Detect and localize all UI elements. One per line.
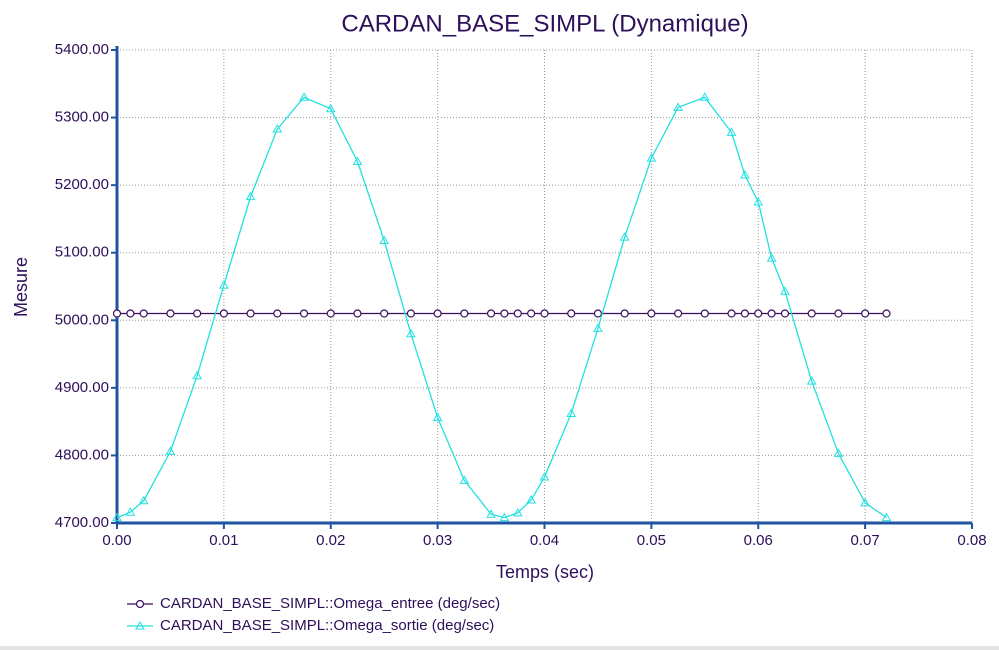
marker (539, 472, 550, 481)
x-axis-label: Temps (sec) (496, 562, 594, 582)
marker (646, 153, 657, 162)
x-tick-label: 0.03 (423, 532, 452, 549)
marker (486, 309, 496, 318)
marker (406, 328, 416, 338)
marker (780, 309, 790, 318)
legend-label: CARDAN_BASE_SIMPL::Omega_sortie (deg/sec… (160, 617, 494, 634)
marker (526, 495, 537, 504)
marker (272, 124, 283, 133)
marker (500, 309, 509, 318)
marker (112, 309, 122, 318)
y-axis-label: Mesure (11, 257, 31, 317)
marker (567, 309, 576, 318)
marker (219, 309, 228, 318)
marker (540, 309, 549, 318)
marker (379, 235, 390, 245)
marker (673, 102, 683, 111)
marker (767, 309, 776, 318)
y-tick-label: 4900.00 (55, 379, 109, 396)
marker (700, 309, 709, 318)
marker (380, 309, 389, 318)
x-tick-label: 0.07 (851, 532, 880, 549)
chart-title: CARDAN_BASE_SIMPL (Dynamique) (341, 10, 748, 37)
marker (512, 507, 523, 517)
bottom-bar (0, 646, 999, 650)
marker (673, 309, 683, 318)
marker (112, 512, 122, 522)
marker (727, 309, 736, 318)
marker (246, 309, 255, 318)
marker (833, 448, 844, 457)
marker (352, 156, 363, 165)
marker (861, 309, 870, 318)
marker (326, 309, 335, 318)
marker (192, 370, 203, 380)
x-tick-label: 0.08 (957, 532, 986, 549)
y-tick-label: 5200.00 (55, 176, 109, 193)
marker (432, 412, 443, 422)
marker (459, 475, 470, 484)
legend-marker (135, 599, 145, 609)
marker (460, 309, 469, 318)
legend-marker (135, 620, 145, 630)
marker (299, 92, 309, 101)
x-tick-label: 0.05 (637, 532, 666, 549)
marker (499, 512, 510, 522)
marker (740, 169, 750, 179)
marker (126, 309, 135, 318)
x-tick-label: 0.02 (316, 532, 345, 549)
marker (806, 376, 817, 385)
marker (881, 512, 892, 522)
marker (273, 309, 282, 318)
legend-label: CARDAN_BASE_SIMPL::Omega_entree (deg/sec… (160, 595, 500, 612)
marker (860, 497, 870, 507)
y-tick-label: 5400.00 (55, 41, 109, 58)
marker (299, 309, 309, 318)
y-tick-label: 5300.00 (55, 109, 109, 126)
marker (647, 309, 656, 318)
marker (699, 92, 710, 101)
x-tick-label: 0.01 (209, 532, 238, 549)
y-tick-label: 5100.00 (55, 244, 109, 261)
marker (566, 408, 577, 418)
marker (807, 309, 816, 318)
marker (527, 309, 536, 318)
series-line (116, 96, 887, 519)
x-tick-label: 0.06 (744, 532, 773, 549)
marker (754, 309, 763, 318)
marker (353, 309, 362, 318)
marker (325, 103, 336, 113)
marker (619, 232, 630, 241)
marker (165, 446, 176, 455)
x-tick-label: 0.00 (102, 532, 131, 549)
marker (138, 495, 149, 505)
marker (834, 309, 843, 318)
marker (726, 127, 737, 136)
marker (245, 191, 256, 201)
marker (882, 309, 891, 318)
y-tick-label: 4800.00 (55, 446, 109, 463)
marker (125, 507, 136, 516)
marker (753, 197, 764, 206)
marker (486, 509, 496, 518)
y-tick-label: 4700.00 (55, 514, 109, 531)
marker (766, 253, 777, 262)
marker (780, 286, 790, 295)
marker (166, 309, 175, 318)
marker (433, 309, 442, 318)
marker (593, 323, 603, 332)
y-tick-label: 5000.00 (55, 311, 109, 328)
marker (513, 309, 522, 318)
marker (620, 309, 629, 318)
marker (406, 309, 416, 318)
marker (193, 309, 202, 318)
marker (139, 309, 148, 318)
x-tick-label: 0.04 (530, 532, 559, 549)
marker (593, 309, 603, 318)
marker (219, 280, 229, 289)
marker (740, 309, 749, 318)
